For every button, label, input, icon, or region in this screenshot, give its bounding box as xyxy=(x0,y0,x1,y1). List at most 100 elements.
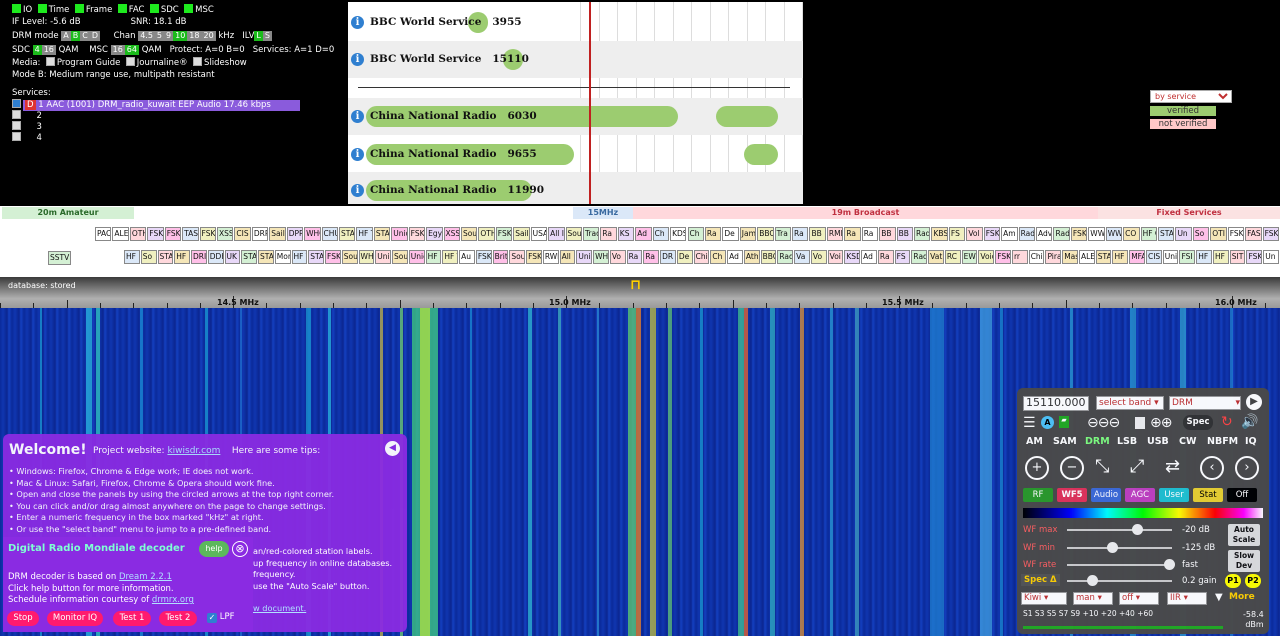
station-label[interactable]: Au xyxy=(459,250,475,264)
tab-agc[interactable]: AGC xyxy=(1125,488,1155,502)
spec-gain-slider[interactable] xyxy=(1067,575,1172,586)
stop-button[interactable]: Stop xyxy=(7,611,39,626)
zoom-max-icon[interactable]: ⤢ xyxy=(1130,456,1145,477)
station-label[interactable]: Chi xyxy=(693,250,710,264)
lock-icon[interactable]: ▰ xyxy=(1059,416,1069,428)
save-icon[interactable] xyxy=(1135,417,1145,429)
station-label[interactable]: Sailr xyxy=(513,227,530,241)
station-label[interactable]: FS xyxy=(894,250,911,264)
station-label[interactable]: KBS xyxy=(931,227,948,241)
station-label[interactable]: Unid xyxy=(408,250,425,264)
station-label[interactable]: Sailr xyxy=(269,227,286,241)
station-label[interactable]: Voi xyxy=(827,250,844,264)
station-label[interactable]: Rad xyxy=(1053,227,1070,241)
station-label[interactable]: Tra xyxy=(774,227,792,241)
tab-stat[interactable]: Stat xyxy=(1193,488,1223,502)
panel-toggle-icon[interactable]: ▶ xyxy=(1246,394,1262,410)
band-19m-broadcast[interactable]: 19m Broadcast xyxy=(633,207,1098,219)
station-label[interactable]: So xyxy=(1192,227,1210,241)
station-label[interactable]: Am xyxy=(1001,227,1018,241)
mode-sam[interactable]: SAM xyxy=(1053,436,1077,447)
station-label[interactable]: Vo xyxy=(609,250,626,264)
p1-button[interactable]: P1 xyxy=(1225,574,1241,588)
schedule-row-4[interactable]: i China National Radio 9655 xyxy=(348,136,803,173)
station-label[interactable]: Ra xyxy=(844,227,861,241)
tab-off[interactable]: Off xyxy=(1227,488,1257,502)
station-label[interactable]: WWCR xyxy=(1105,227,1123,241)
station-label[interactable]: WHC xyxy=(304,227,321,241)
station-label[interactable]: Uni xyxy=(576,250,593,264)
zoom-out-icon[interactable]: − xyxy=(1060,456,1084,480)
station-label[interactable]: Sour xyxy=(460,227,478,241)
station-label[interactable]: XSS xyxy=(216,227,234,241)
project-link[interactable]: kiwisdr.com xyxy=(167,446,221,456)
station-label[interactable]: FSK xyxy=(325,250,341,264)
station-label[interactable]: DR xyxy=(660,250,676,264)
station-label[interactable]: Ra xyxy=(792,227,809,241)
schedule-row-2[interactable]: i BBC World Service 15110 xyxy=(348,41,803,78)
schedule-row-3[interactable]: i China National Radio 6030 xyxy=(348,98,803,135)
service-2-checkbox[interactable] xyxy=(12,110,21,119)
station-label[interactable]: KSD xyxy=(844,250,861,264)
station-label[interactable]: FSK xyxy=(199,227,216,241)
legend-select[interactable]: by service xyxy=(1150,90,1232,103)
station-label[interactable]: KDS xyxy=(670,227,687,241)
station-label[interactable]: Ra xyxy=(626,250,643,264)
station-label[interactable]: Ra xyxy=(600,227,617,241)
station-label[interactable]: Vol xyxy=(966,227,983,241)
station-label[interactable]: Jamm xyxy=(739,227,757,241)
station-label[interactable]: Ra xyxy=(643,250,660,264)
station-label[interactable]: BB xyxy=(879,227,896,241)
station-label[interactable]: BB xyxy=(809,227,826,241)
station-label[interactable]: Soun xyxy=(341,250,358,264)
station-label[interactable]: Rad xyxy=(914,227,931,241)
info-icon[interactable]: i xyxy=(351,110,364,123)
station-label[interactable]: FSI xyxy=(1179,250,1196,264)
auto-scale-button[interactable]: Auto Scale xyxy=(1228,524,1260,546)
station-label[interactable]: WH2X xyxy=(593,250,609,264)
slow-dev-button[interactable]: Slow Dev xyxy=(1228,550,1260,572)
service-1-checkbox[interactable] xyxy=(12,99,21,108)
close-icon[interactable]: ⊗ xyxy=(232,541,248,557)
station-label[interactable]: CHU xyxy=(321,227,338,241)
station-label[interactable]: FSK xyxy=(475,250,492,264)
tab-rf[interactable]: RF xyxy=(1023,488,1053,502)
station-label[interactable]: OTI xyxy=(1210,227,1227,241)
station-label[interactable]: Rad xyxy=(911,250,928,264)
test-1-button[interactable]: Test 1 xyxy=(113,611,151,626)
station-label[interactable]: Va xyxy=(794,250,810,264)
station-label-sstv[interactable]: SSTV xyxy=(48,251,72,265)
station-label[interactable]: STA xyxy=(157,250,174,264)
zoom-step-icons[interactable]: ⊖⊖⊖ xyxy=(1087,415,1120,431)
station-label[interactable]: FSK xyxy=(495,227,513,241)
info-icon[interactable]: i xyxy=(351,148,364,161)
station-label[interactable]: Britt xyxy=(492,250,509,264)
wf-rate-slider[interactable] xyxy=(1067,559,1175,570)
program-guide-checkbox[interactable] xyxy=(45,57,55,66)
station-label[interactable]: Un xyxy=(1175,227,1192,241)
swap-icon[interactable]: ⇄ xyxy=(1165,456,1181,477)
man-select[interactable]: man ▾ xyxy=(1073,592,1113,605)
zoom-in-icon[interactable]: + xyxy=(1025,456,1049,480)
info-icon[interactable]: i xyxy=(351,53,364,66)
iir-select[interactable]: IIR ▾ xyxy=(1167,592,1207,605)
band-select[interactable]: select band ▾ xyxy=(1096,396,1164,410)
drmrx-link[interactable]: drmrx.org xyxy=(151,595,194,605)
station-label[interactable]: BBC xyxy=(760,250,777,264)
service-4-checkbox[interactable] xyxy=(12,132,21,141)
station-label[interactable]: XSS xyxy=(443,227,460,241)
station-label[interactable]: Rad xyxy=(777,250,794,264)
mode-usb[interactable]: USB xyxy=(1147,436,1169,447)
station-label[interactable]: FSK xyxy=(1262,227,1279,241)
station-label[interactable]: Ch xyxy=(652,227,670,241)
station-label[interactable]: HF T xyxy=(442,250,459,264)
p2-button[interactable]: P2 xyxy=(1245,574,1261,588)
frequency-scale[interactable]: database: stored 14.5 MHz 15.0 MHz 15.5 … xyxy=(0,277,1280,308)
station-label[interactable]: DRP xyxy=(251,227,269,241)
station-label[interactable]: All I xyxy=(559,250,576,264)
tip-tail-link[interactable]: w document. xyxy=(253,603,307,614)
mode-iq[interactable]: IQ xyxy=(1245,436,1257,447)
band-20m-amateur[interactable]: 20m Amateur xyxy=(2,207,134,219)
station-label[interactable]: Ra xyxy=(861,227,879,241)
spec-button[interactable]: Spec xyxy=(1183,415,1213,430)
